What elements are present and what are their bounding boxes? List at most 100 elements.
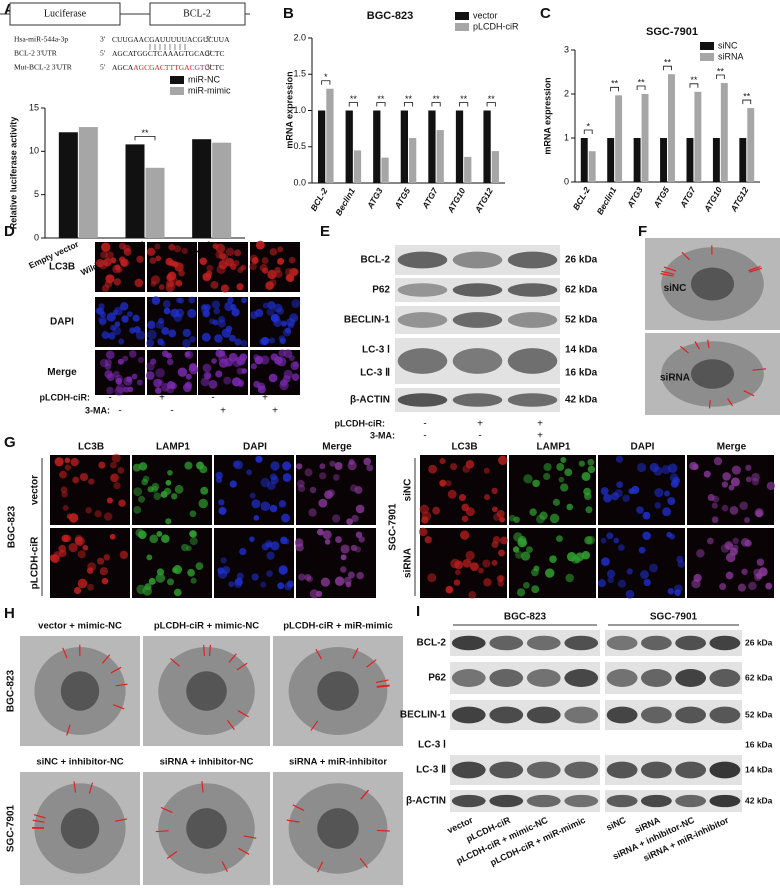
cell xyxy=(240,339,248,347)
cell xyxy=(638,546,646,554)
cell xyxy=(155,387,162,394)
y-tick-label: 0 xyxy=(564,176,569,186)
treatment-sign: + xyxy=(272,406,278,417)
cell xyxy=(491,487,498,495)
cell xyxy=(318,498,328,508)
legend-label: miR-NC xyxy=(188,74,220,84)
cell xyxy=(347,571,355,579)
cell xyxy=(298,573,306,581)
sequence-end: 5' xyxy=(100,63,106,72)
cell xyxy=(726,552,736,563)
cell xyxy=(724,541,734,550)
cell xyxy=(289,313,299,323)
bar xyxy=(145,167,165,238)
row-label: vector xyxy=(30,475,41,505)
treatment-label: pLCDH-ciR: xyxy=(335,418,386,428)
blot xyxy=(450,790,600,812)
cell xyxy=(106,497,113,504)
band xyxy=(452,283,503,297)
cell xyxy=(343,576,352,585)
cell xyxy=(181,247,188,255)
cell xyxy=(483,578,492,587)
cell xyxy=(282,461,292,471)
bar xyxy=(615,95,623,182)
cell-line-label: SGC-7901 xyxy=(650,612,698,623)
cell xyxy=(291,299,301,309)
significance-bracket xyxy=(663,65,672,71)
band xyxy=(526,635,561,651)
x-tick-label: ATG10 xyxy=(701,185,724,214)
cell xyxy=(744,516,751,523)
cell xyxy=(113,482,121,490)
cell xyxy=(340,566,347,573)
row-label: Merge xyxy=(47,367,77,378)
arrow xyxy=(166,850,178,859)
cell xyxy=(171,567,178,574)
band xyxy=(564,706,599,724)
sequence-part: CTC xyxy=(210,63,225,72)
cell xyxy=(106,386,114,395)
significance: ** xyxy=(638,77,646,87)
legend-swatch xyxy=(455,12,469,20)
cell xyxy=(182,328,191,338)
cell xyxy=(578,460,585,467)
cell xyxy=(729,506,739,515)
cell xyxy=(275,270,283,278)
cell xyxy=(129,350,137,358)
cell xyxy=(187,568,195,577)
cell xyxy=(558,476,565,483)
cell xyxy=(228,352,238,362)
treatment-sign: + xyxy=(477,419,483,430)
size-label: 16 kDa xyxy=(565,368,598,379)
band-label: LC-3 Ⅰ xyxy=(418,740,446,751)
arrow xyxy=(203,644,205,656)
cell xyxy=(668,463,678,473)
cell xyxy=(187,308,197,318)
size-label: 52 kDa xyxy=(745,709,773,719)
y-tick-label: 0 xyxy=(34,232,39,242)
band xyxy=(675,635,707,651)
column-label: Merge xyxy=(717,442,747,453)
y-tick-label: 1.5 xyxy=(293,69,306,79)
cell xyxy=(123,386,130,393)
cell xyxy=(711,516,719,524)
legend-swatch xyxy=(170,76,184,84)
significance: ** xyxy=(611,79,619,89)
cell xyxy=(218,315,226,323)
band-label: LC-3 Ⅱ xyxy=(416,765,446,776)
cell xyxy=(151,482,160,491)
cell xyxy=(225,247,235,256)
cell xyxy=(120,258,129,267)
cell xyxy=(122,355,129,362)
cell xyxy=(279,337,286,345)
significance: ** xyxy=(690,75,698,85)
cell xyxy=(662,507,672,517)
treatment-label: 3-MA: xyxy=(85,405,110,415)
panel-letter: B xyxy=(283,5,294,22)
cell xyxy=(667,497,676,506)
cell xyxy=(462,558,472,568)
em-nucleus xyxy=(317,808,359,849)
cell xyxy=(520,551,531,561)
cell xyxy=(533,565,540,572)
cell xyxy=(134,278,144,288)
cell xyxy=(119,550,129,560)
significance-bracket xyxy=(610,86,620,92)
column-label: DAPI xyxy=(243,442,267,453)
cell xyxy=(95,258,105,268)
cell xyxy=(532,479,540,488)
legend-swatch xyxy=(700,42,714,50)
band xyxy=(640,635,672,651)
cell xyxy=(499,516,505,523)
arrow xyxy=(707,339,710,348)
treatment-sign: + xyxy=(537,431,543,442)
cell xyxy=(164,487,172,495)
bar xyxy=(192,139,212,238)
cell xyxy=(206,264,214,272)
significance-bracket xyxy=(715,74,725,79)
arrow xyxy=(376,684,390,688)
cell xyxy=(713,457,723,466)
bar xyxy=(428,110,436,183)
cell xyxy=(266,541,273,548)
bar xyxy=(580,138,588,182)
